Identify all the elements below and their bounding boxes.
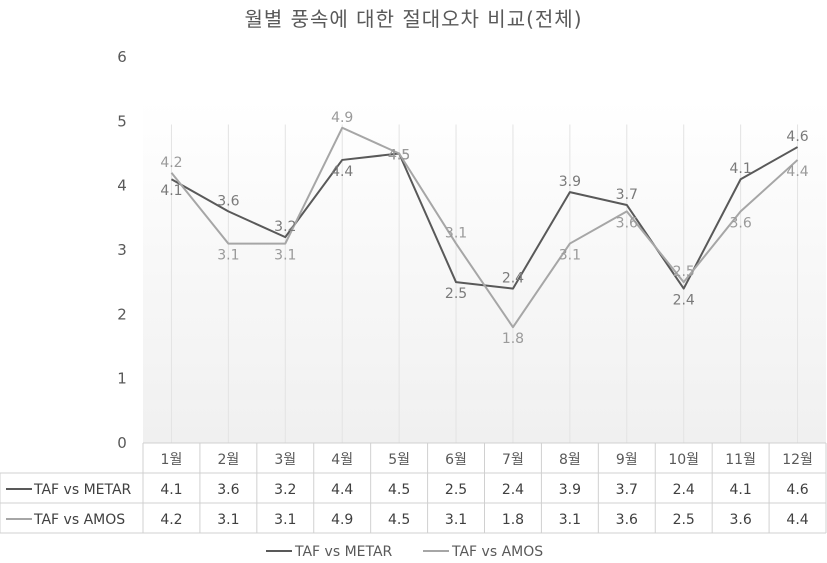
y-tick-label: 6 — [117, 48, 127, 66]
table-cell: 1.8 — [502, 512, 524, 528]
y-tick-label: 0 — [117, 434, 127, 452]
data-label: 4.1 — [729, 161, 751, 177]
table-cell: 3.1 — [217, 512, 239, 528]
x-tick-label: 8월 — [559, 452, 581, 468]
table-cell: 4.6 — [786, 482, 808, 498]
y-tick-label: 3 — [117, 241, 127, 259]
table-row-header: TAF vs AMOS — [33, 512, 125, 528]
x-tick-label: 12월 — [782, 452, 813, 468]
data-label: 3.1 — [217, 248, 239, 264]
legend-label: TAF vs AMOS — [451, 544, 543, 560]
table-cell: 3.9 — [559, 482, 581, 498]
table-cell: 4.4 — [331, 482, 353, 498]
data-label: 3.1 — [445, 226, 467, 242]
x-tick-label: 7월 — [502, 452, 524, 468]
data-label: 4.5 — [388, 148, 410, 164]
plot-area — [143, 100, 826, 443]
x-tick-label: 11월 — [725, 452, 756, 468]
data-label: 3.1 — [559, 248, 581, 264]
x-tick-label: 2월 — [217, 452, 239, 468]
data-label: 3.6 — [217, 193, 239, 209]
table-cell: 4.2 — [160, 512, 182, 528]
table-cell: 4.9 — [331, 512, 353, 528]
y-tick-label: 2 — [117, 305, 127, 323]
data-label: 4.6 — [786, 129, 808, 145]
data-label: 2.5 — [673, 264, 695, 280]
x-tick-label: 9월 — [616, 452, 638, 468]
y-tick-label: 4 — [117, 177, 127, 195]
x-tick-label: 3월 — [274, 452, 296, 468]
data-label: 2.4 — [673, 293, 695, 309]
y-tick-label: 5 — [117, 112, 127, 130]
table-cell: 3.1 — [274, 512, 296, 528]
data-label: 3.7 — [616, 187, 638, 203]
data-label: 4.5 — [388, 148, 410, 164]
table-cell: 3.2 — [274, 482, 296, 498]
table-row-header: TAF vs METAR — [33, 482, 132, 498]
table-cell: 3.1 — [559, 512, 581, 528]
data-label: 4.9 — [331, 110, 353, 126]
x-tick-label: 5월 — [388, 452, 410, 468]
table-cell: 3.6 — [217, 482, 239, 498]
table-cell: 2.4 — [673, 482, 695, 498]
table-cell: 4.1 — [729, 482, 751, 498]
data-label: 4.2 — [160, 155, 182, 171]
chart-title: 월별 풍속에 대한 절대오차 비교(전체) — [244, 7, 583, 31]
table-cell: 2.4 — [502, 482, 524, 498]
data-label: 3.6 — [729, 215, 751, 231]
y-tick-label: 1 — [117, 370, 127, 388]
data-label: 3.9 — [559, 174, 581, 190]
legend-label: TAF vs METAR — [294, 544, 393, 560]
data-label: 2.4 — [502, 271, 524, 287]
table-cell: 4.4 — [786, 512, 808, 528]
data-label: 4.4 — [331, 164, 353, 180]
series-line-amos — [170, 126, 799, 329]
table-cell: 4.5 — [388, 512, 410, 528]
data-label: 3.2 — [274, 219, 296, 235]
data-label: 3.1 — [274, 248, 296, 264]
table-cell: 3.6 — [729, 512, 751, 528]
x-tick-label: 1월 — [161, 452, 183, 468]
table-cell: 3.6 — [616, 512, 638, 528]
data-label: 2.5 — [445, 286, 467, 302]
x-tick-label: 6월 — [445, 452, 467, 468]
table-cell: 3.1 — [445, 512, 467, 528]
data-label: 4.1 — [160, 183, 182, 199]
table-cell: 3.7 — [616, 482, 638, 498]
table-cell: 4.1 — [160, 482, 182, 498]
table-cell: 4.5 — [388, 482, 410, 498]
table-cell: 2.5 — [445, 482, 467, 498]
x-tick-label: 10월 — [668, 452, 699, 468]
data-label: 1.8 — [502, 331, 524, 347]
data-label: 3.6 — [616, 215, 638, 231]
table-cell: 2.5 — [673, 512, 695, 528]
data-label: 4.4 — [786, 164, 808, 180]
x-tick-label: 4월 — [331, 452, 353, 468]
